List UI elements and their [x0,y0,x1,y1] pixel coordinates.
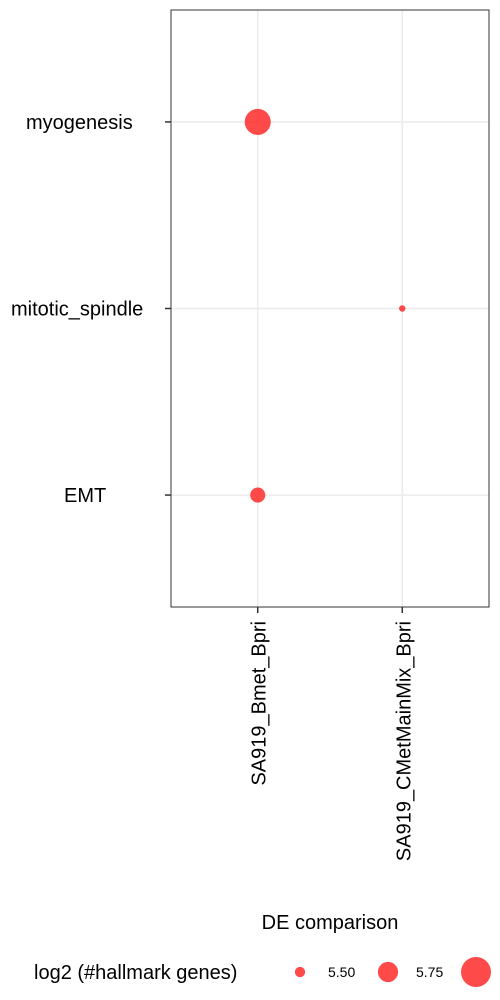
data-points [244,108,406,503]
x-tick-label: SA919_CMetMainMix_Bpri [393,621,415,861]
legend-title: log2 (#hallmark genes) [34,962,237,984]
legend-keys: 5.50 5.75 [294,957,491,987]
y-tick-label: mitotic_spindle [11,299,143,321]
data-point [399,305,406,312]
y-tick-label: EMT [64,485,106,507]
legend-key-circle [461,957,491,987]
y-tick-labels: EMT mitotic_spindle myogenesis [11,112,143,507]
data-point [244,108,271,135]
legend-key-circle [294,966,306,978]
plot-panel-border [170,9,490,608]
x-axis-title: DE comparison [262,912,399,934]
legend: log2 (#hallmark genes) 5.50 5.75 [34,957,491,987]
legend-key-label: 5.75 [416,964,443,980]
axis-ticks [165,121,404,613]
x-tick-label: SA919_Bmet_Bpri [249,621,271,786]
x-tick-labels: SA919_Bmet_Bpri SA919_CMetMainMix_Bpri [249,621,416,861]
legend-key-circle [377,961,399,983]
legend-key-label: 5.50 [328,964,355,980]
y-tick-label: myogenesis [26,112,133,134]
grid-lines [171,10,489,607]
data-point [250,487,266,503]
